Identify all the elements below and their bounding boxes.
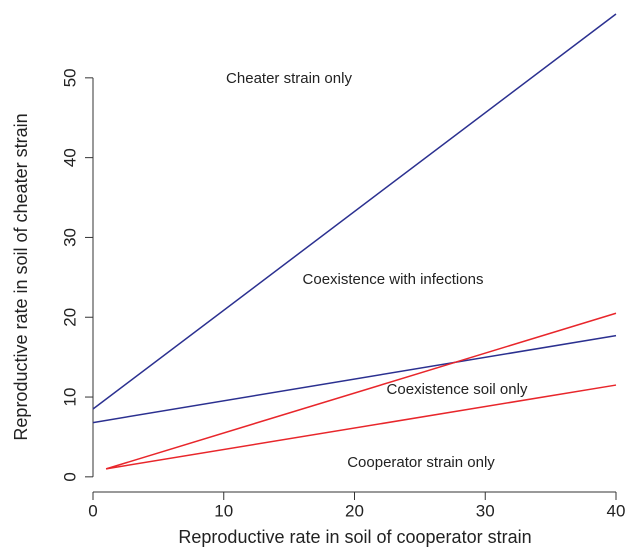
region-label: Cheater strain only bbox=[226, 70, 352, 87]
x-tick-label: 10 bbox=[214, 501, 233, 520]
y-tick-label: 30 bbox=[60, 228, 79, 247]
y-tick-label: 50 bbox=[60, 68, 79, 87]
region-label: Coexistence with infections bbox=[303, 271, 484, 288]
x-tick-label: 20 bbox=[345, 501, 364, 520]
x-tick-label: 0 bbox=[88, 501, 97, 520]
region-label: Cooperator strain only bbox=[347, 454, 495, 471]
y-tick-label: 20 bbox=[60, 308, 79, 327]
region-label: Coexistence soil only bbox=[387, 381, 528, 398]
x-tick-label: 30 bbox=[476, 501, 495, 520]
y-tick-label: 40 bbox=[60, 148, 79, 167]
line bbox=[105, 312, 617, 470]
line bbox=[92, 13, 617, 410]
y-axis-label: Reproductive rate in soil of cheater str… bbox=[11, 113, 31, 440]
y-tick-label: 10 bbox=[60, 388, 79, 407]
y-tick-label: 0 bbox=[60, 472, 79, 481]
line bbox=[105, 384, 617, 470]
line bbox=[92, 334, 617, 424]
x-tick-label: 40 bbox=[607, 501, 626, 520]
x-axis-label: Reproductive rate in soil of cooperator … bbox=[178, 527, 531, 547]
